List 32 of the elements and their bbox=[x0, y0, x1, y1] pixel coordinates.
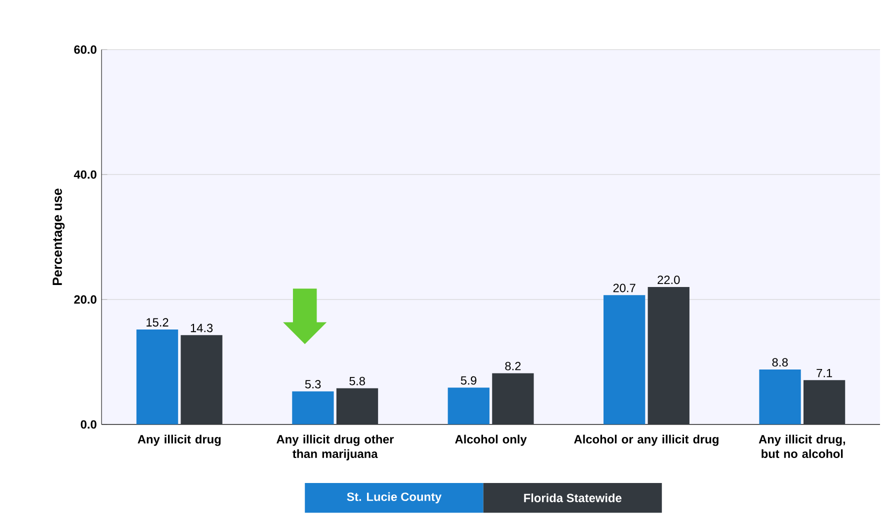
bar bbox=[759, 370, 801, 425]
bar bbox=[136, 330, 178, 425]
y-axis-title: Percentage use bbox=[52, 188, 65, 286]
y-tick-label: 60.0 bbox=[74, 46, 96, 54]
y-tick-label: 40.0 bbox=[74, 170, 96, 179]
x-tick-label: Any illicit drug other than marijuana bbox=[276, 434, 394, 461]
text: St. Lucie County bbox=[346, 492, 442, 504]
x-tick-label: Alcohol or any illicit drug bbox=[574, 434, 718, 446]
data-label: 5.9 bbox=[460, 376, 476, 385]
data-label: 14.3 bbox=[190, 324, 213, 332]
bar bbox=[648, 287, 690, 425]
data-label: 20.7 bbox=[613, 284, 636, 292]
x-tick-label: Alcohol only bbox=[455, 434, 527, 446]
data-label: 8.2 bbox=[505, 362, 521, 371]
bar bbox=[492, 373, 534, 425]
bar bbox=[292, 392, 334, 425]
data-label: 7.1 bbox=[816, 369, 832, 378]
bar bbox=[604, 295, 646, 425]
data-label: 8.8 bbox=[772, 358, 788, 367]
data-label: 22.0 bbox=[658, 276, 680, 284]
bar bbox=[448, 388, 490, 425]
bar bbox=[804, 380, 846, 425]
bar bbox=[180, 335, 222, 425]
x-tick-label: Any illicit drug, but no alcohol bbox=[758, 434, 846, 458]
x-tick-label: Any illicit drug bbox=[138, 434, 221, 446]
data-label: 15.2 bbox=[146, 318, 168, 327]
y-tick-label: 0.0 bbox=[80, 420, 96, 429]
y-tick-label: 20.0 bbox=[74, 295, 96, 304]
bar bbox=[336, 388, 378, 425]
data-label: 5.3 bbox=[305, 380, 321, 389]
data-label: 5.8 bbox=[349, 377, 365, 386]
text: Florida Statewide bbox=[524, 494, 622, 502]
